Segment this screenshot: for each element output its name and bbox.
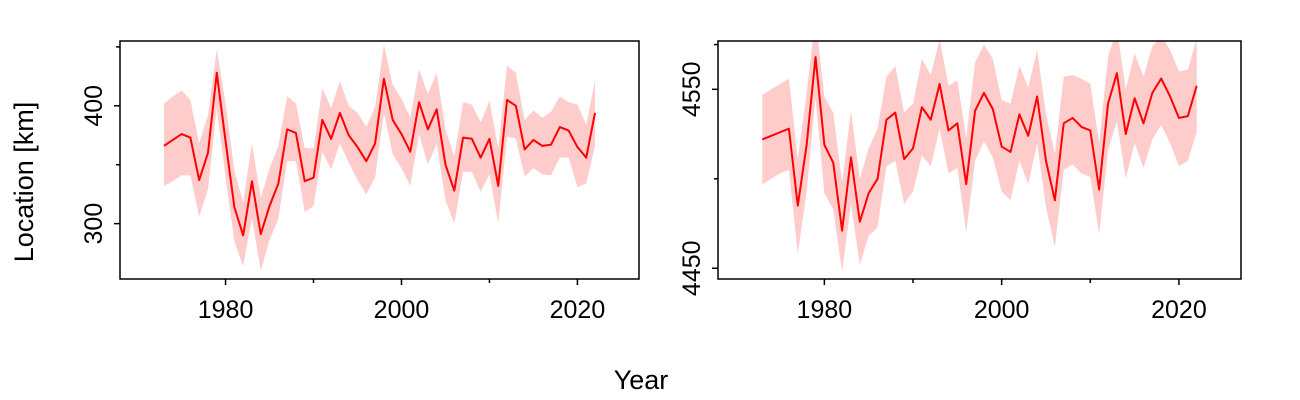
right-x-tick-label: 1980 <box>797 296 853 324</box>
right-x-tick-label: 2000 <box>974 296 1030 324</box>
right-confidence-band-layer <box>762 41 1197 272</box>
left-y-tick-label: 400 <box>80 85 108 127</box>
x-axis-title: Year <box>614 365 669 395</box>
right-mean-line-layer <box>761 56 1198 232</box>
right-mean-line <box>761 56 1198 232</box>
left-panel: 1980 2000 2020 300 400 <box>80 40 640 324</box>
right-y-tick-label: 4450 <box>678 240 706 296</box>
left-confidence-band <box>163 44 596 271</box>
right-plot-frame <box>717 40 1242 280</box>
right-x-tick-label: 2020 <box>1151 296 1207 324</box>
left-x-tick-label: 1980 <box>198 296 254 324</box>
right-ticks-layer: 1980 2000 2020 4450 4550 <box>678 43 1207 324</box>
right-panel: 1980 2000 2020 4450 4550 <box>678 40 1242 324</box>
left-confidence-band-layer <box>163 44 596 271</box>
left-y-tick-label: 300 <box>80 203 108 245</box>
left-plot-frame <box>119 40 640 280</box>
left-x-tick-label: 2020 <box>550 296 606 324</box>
right-confidence-band <box>762 41 1197 272</box>
left-mean-line-layer <box>163 71 597 237</box>
left-mean-line <box>163 71 597 237</box>
left-x-tick-label: 2000 <box>374 296 430 324</box>
right-y-tick-label: 4550 <box>678 62 706 118</box>
y-axis-title: Location [km] <box>9 102 39 263</box>
left-ticks-layer: 1980 2000 2020 300 400 <box>80 46 606 324</box>
